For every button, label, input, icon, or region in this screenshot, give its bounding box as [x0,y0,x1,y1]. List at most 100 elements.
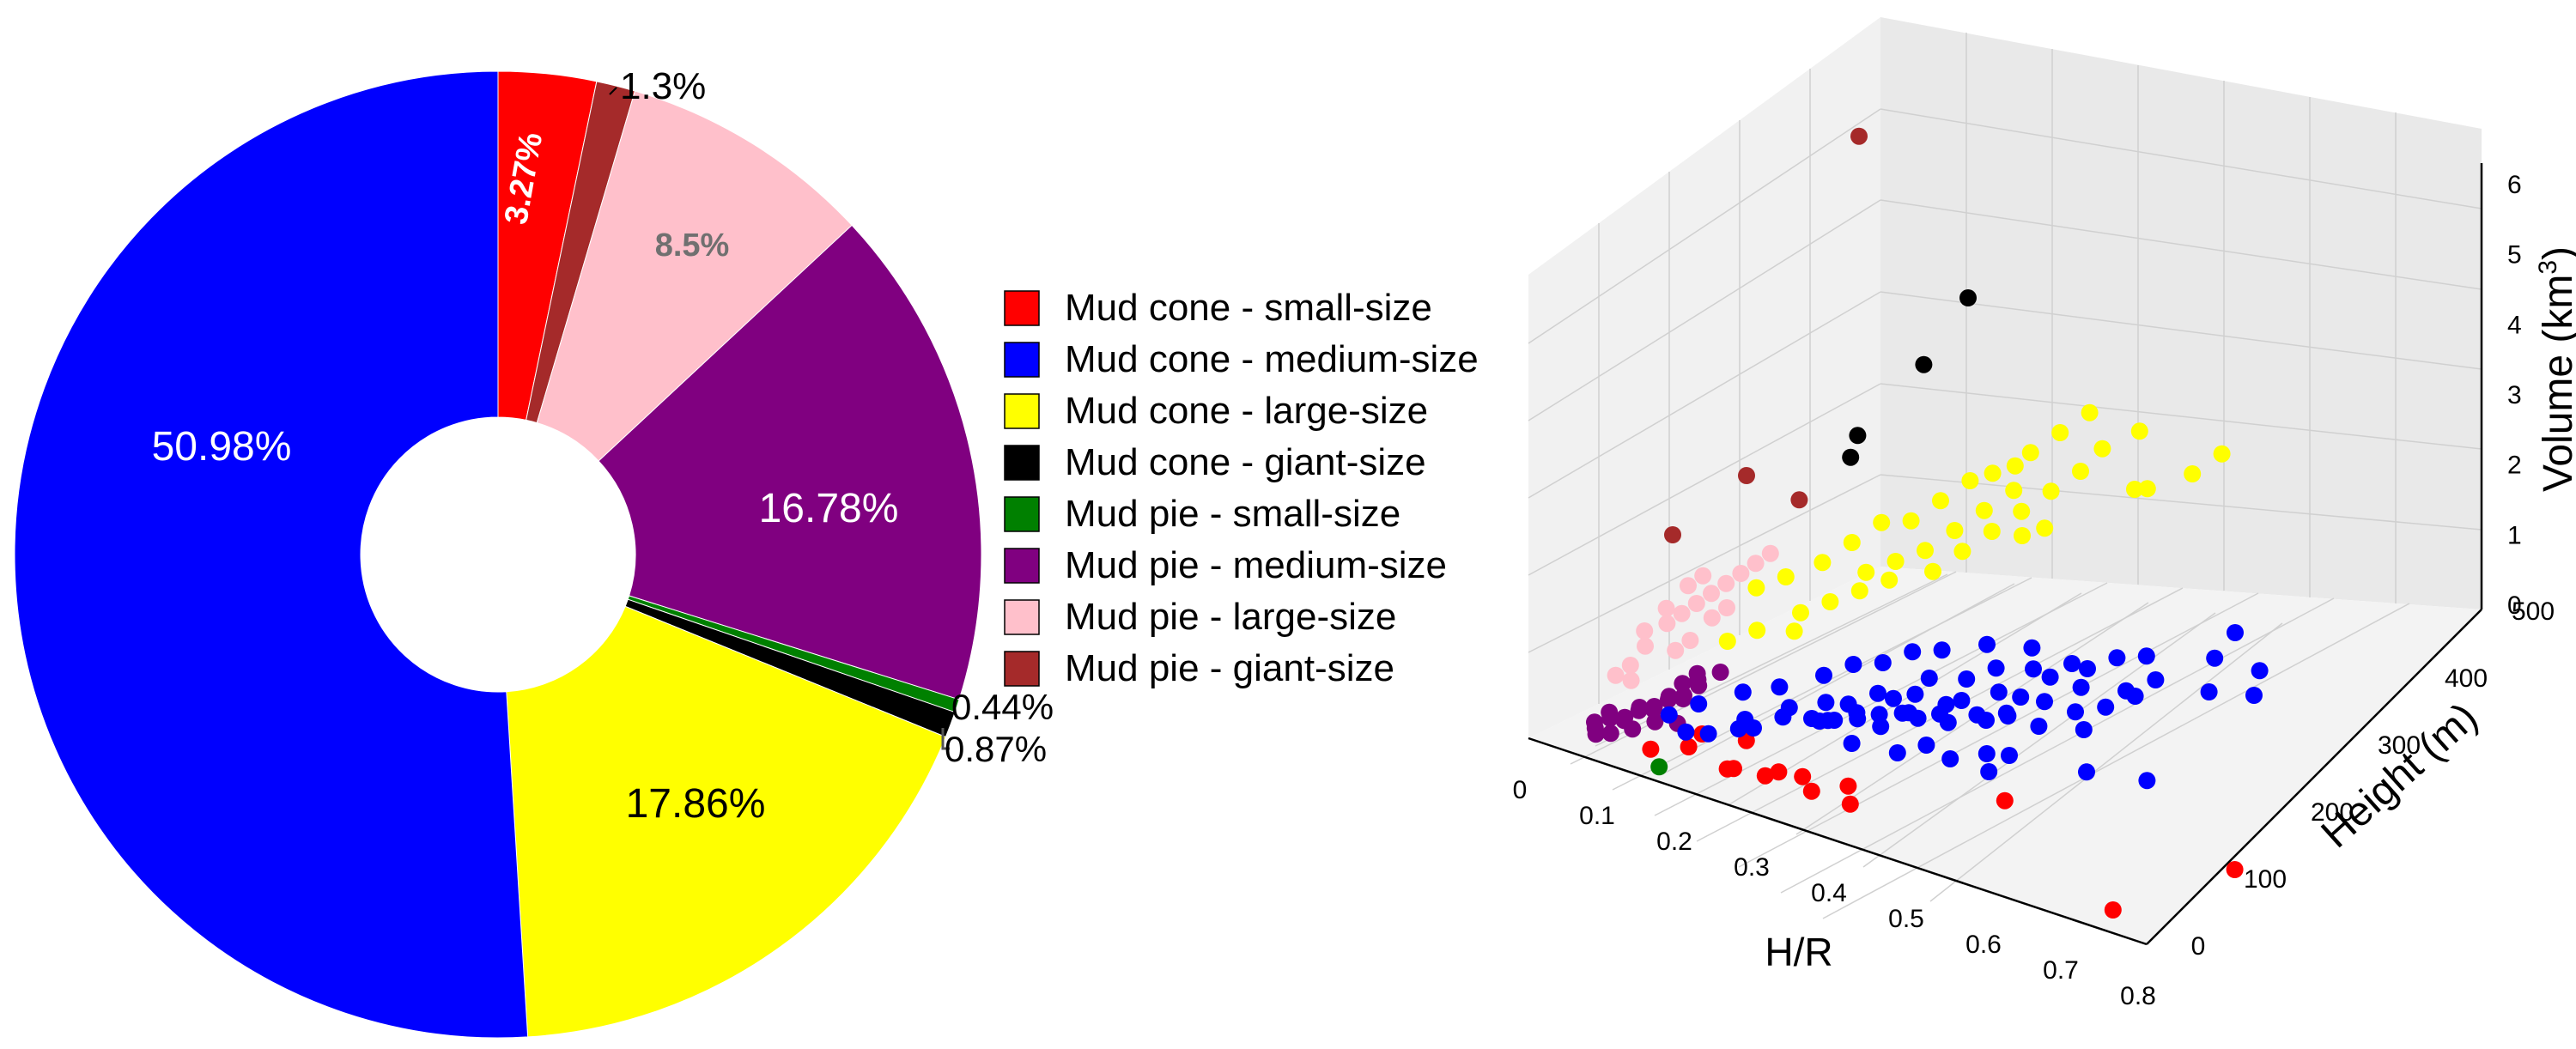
z-axis-label: Volume (km3) [2534,246,2576,492]
scatter-point [1959,289,1977,306]
scatter-point [1997,704,2015,722]
scatter-point [1987,659,2005,677]
legend-swatch [1004,496,1040,532]
scatter3d-axes [1528,163,2483,946]
scatter-point [1642,740,1660,758]
y-tick-label: 300 [2378,731,2421,760]
scatter-point [2126,688,2144,705]
legend-swatch [1004,548,1040,584]
scatter-point [2108,649,2126,667]
scatter-point [1841,795,1859,813]
scatter-point [1738,467,1755,484]
scatter-point [2093,440,2111,458]
x-axis-label: H/R [1765,930,1832,974]
scatter-point [2137,647,2155,665]
scatter-point [1680,577,1697,595]
z-tick-label: 6 [2507,171,2522,199]
scatter-point [1792,603,1809,622]
slice-label-mud-pie-medium: 16.78% [759,486,899,531]
scatter-point [1587,725,1605,743]
scatter-tick-labels: 00.10.20.30.40.50.60.70.8010020030040050… [1513,171,2555,1010]
scatter-point [1849,427,1867,445]
scatter-point [1667,641,1685,659]
scatter-point [2001,747,2018,764]
y-tick-label: 200 [2311,798,2354,827]
z-tick-label: 0 [2507,591,2522,620]
scatter-point [1932,492,1949,510]
scatter-point [1673,604,1691,622]
scatter-point [1906,685,1924,703]
scatter-point [2013,502,2031,520]
scatter-point [1953,692,1971,709]
scatter-point [1747,579,1765,597]
scatter-point [2130,422,2148,440]
scatter-point [1734,683,1752,701]
scatter-point [1660,691,1677,708]
scatter-point [1681,632,1699,649]
scatter-point [1677,723,1695,741]
scatter-point [2126,481,2143,498]
y-tick-label: 100 [2244,865,2287,894]
scatter-point [1674,690,1692,707]
scatter-point [1761,544,1779,562]
scatter-point [1900,704,1917,722]
y-tick-label: 0 [2191,932,2206,961]
pie-slice-3 [598,224,982,700]
scatter-point [1756,767,1774,785]
scatter-point [1848,704,1866,722]
callout-lines [609,87,950,750]
scatter-point [1904,643,1922,661]
scatter-point [1601,725,1619,743]
legend-label: Mud cone - giant-size [1065,441,1426,483]
legend-swatch [1004,290,1040,326]
scatter-point [1664,526,1681,543]
z-tick-label: 1 [2507,521,2522,549]
scatter-point [1842,448,1860,466]
scatter-point [1941,750,1959,767]
legend-swatch [1004,393,1040,429]
scatter-point [1777,568,1795,585]
scatter-point [1937,695,1955,713]
scatter-point [1790,491,1808,509]
legend-swatch [1004,445,1040,481]
scatter-point [2251,662,2269,680]
scatter-point [1680,738,1698,755]
scatter-point [2075,721,2093,738]
scatter-point [1990,683,2008,701]
scatter-point [1978,745,1996,762]
y-tick-label: 500 [2512,597,2555,626]
scatter-point [1984,464,2002,482]
scatter-point [1996,791,2014,809]
scatter-point [1630,701,1648,719]
z-tick-label: 5 [2507,241,2522,270]
scatter-point [1747,555,1765,573]
scatter-point [2097,698,2115,716]
scatter-point [1873,513,1891,531]
scatter-point [2104,901,2122,919]
scatter-point [1674,675,1692,693]
scatter-point [2036,693,2053,711]
left-pane [1528,17,1880,738]
scatter-point [1658,615,1676,633]
scatter-point [1839,777,1857,795]
scatter-point [1874,654,1892,671]
scatter-point [1748,622,1766,640]
z-tick-label: 3 [2507,381,2522,409]
scatter-point [1646,712,1664,731]
scatter-point [1917,542,1934,560]
scatter-point [1601,703,1619,721]
scatter-point [1850,582,1868,600]
scatter-point [2023,639,2041,657]
scatter-point [2147,671,2165,688]
scatter-point [1660,706,1678,724]
scatter-point [1803,710,1820,727]
scatter-point [2227,624,2244,641]
x-tick-label: 0.3 [1734,853,1770,882]
scatter-point [1814,554,1832,572]
scatter-point [1694,567,1712,585]
legend-label: Mud cone - large-size [1065,390,1428,432]
pie-slice-7 [14,70,529,1039]
legend-swatch [1004,342,1040,378]
scatter-point [2014,527,2031,544]
scatter-point [1843,735,1861,752]
